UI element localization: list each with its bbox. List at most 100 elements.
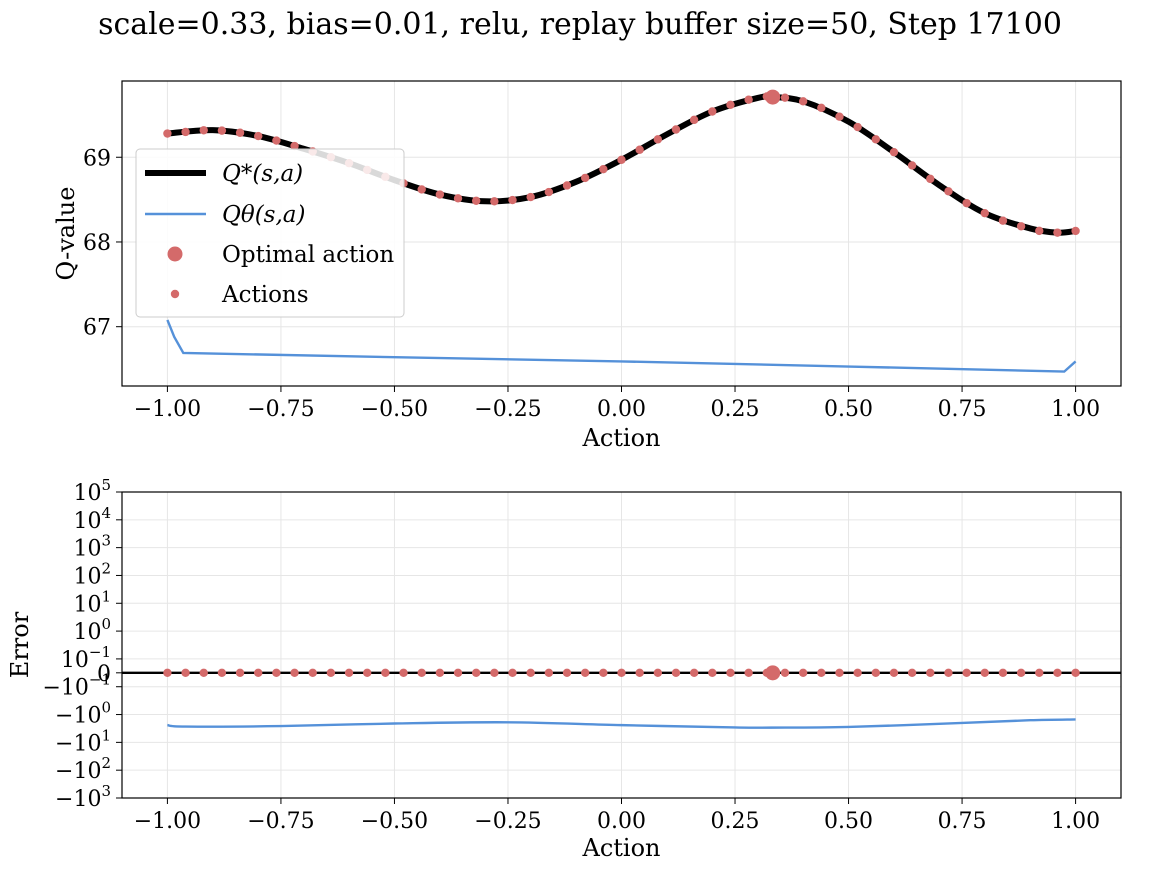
action-dot (599, 164, 608, 174)
y-axis-label: Error (6, 611, 34, 678)
action-dot (817, 668, 826, 678)
y-tick-label: 10−1 (61, 643, 111, 673)
action-dot (835, 112, 844, 121)
action-dot (272, 668, 281, 678)
action-dot (217, 668, 227, 678)
action-dot (471, 196, 481, 205)
action-dot (562, 181, 572, 190)
action-dot (835, 668, 844, 678)
action-dot (235, 128, 245, 137)
action-dot (726, 100, 735, 109)
action-dot (962, 198, 971, 208)
action-dot (744, 95, 753, 104)
action-dot (490, 197, 499, 206)
action-dot (871, 668, 880, 678)
x-tick-label: −0.75 (247, 397, 314, 422)
action-dot (780, 668, 790, 678)
action-dot (290, 668, 299, 678)
action-dot (726, 668, 735, 678)
x-tick-label: 1.00 (1051, 397, 1100, 422)
action-dot (435, 668, 445, 678)
action-dot (1035, 226, 1044, 236)
optimal-action-dot (765, 665, 781, 681)
action-dot (653, 135, 663, 144)
x-tick-label: −0.50 (361, 397, 428, 422)
action-dot (417, 185, 426, 194)
action-dot (272, 136, 281, 145)
action-dot (308, 668, 317, 678)
action-dot (907, 161, 917, 170)
action-dot (998, 668, 1008, 678)
x-tick-label: −0.25 (474, 397, 541, 422)
action-dot (1053, 668, 1062, 678)
action-dot (944, 187, 953, 196)
action-dot (163, 129, 172, 138)
x-tick-label: 0.00 (597, 397, 646, 422)
action-dot (617, 668, 626, 678)
legend: Q*(s,a) Qθ(s,a) Optimal action Actions (135, 148, 405, 318)
error-line (167, 718, 1076, 729)
y-tick-label: −103 (55, 782, 111, 812)
error-panel: −1.00 −0.75 −0.50 −0.25 0.00 0.25 0.50 0.75 1.00… (6, 476, 1122, 862)
action-dot (417, 668, 426, 678)
action-dot (798, 668, 808, 678)
action-dot (708, 668, 717, 678)
action-dot (1035, 668, 1044, 678)
figure-title: scale=0.33, bias=0.01, relu, replay buff… (98, 7, 1062, 42)
action-dot (980, 208, 989, 218)
action-dot (926, 668, 935, 678)
action-dot (580, 668, 590, 678)
x-tick-label: 0.75 (938, 809, 987, 834)
y-tick-label: −10−1 (42, 671, 111, 701)
action-dot (199, 126, 208, 135)
action-dot (998, 216, 1008, 225)
x-tick-label: 1.00 (1051, 809, 1100, 834)
legend-label: Actions (221, 282, 309, 308)
action-dot (617, 155, 626, 164)
legend-label: Qθ(s,a) (222, 202, 305, 228)
x-tick-label: 0.50 (824, 397, 873, 422)
action-dot (708, 107, 717, 116)
action-dot (453, 194, 463, 203)
y-tick-label: −102 (55, 754, 111, 784)
legend-label: Q*(s,a) (222, 161, 303, 187)
action-dot (181, 668, 190, 678)
y-tick-label: 103 (73, 532, 111, 562)
action-dot (326, 668, 336, 678)
action-dot (1016, 222, 1026, 231)
action-dot (163, 668, 172, 678)
action-dot (744, 668, 753, 678)
action-dot (363, 668, 372, 678)
action-dot (1053, 228, 1062, 237)
action-dot (199, 668, 208, 678)
action-dot (399, 668, 408, 678)
action-dot (635, 668, 644, 678)
q-value-panel: −1.00 −0.75 −0.50 −0.25 0.00 0.25 0.50 0.75 1.00… (52, 80, 1122, 452)
y-axis-label: Q-value (52, 187, 80, 281)
y-tick-label: 100 (73, 615, 111, 645)
action-dot (490, 668, 499, 678)
action-dot (1071, 668, 1080, 678)
action-dot (780, 93, 790, 102)
action-dot (290, 141, 299, 151)
action-dot (1071, 226, 1080, 236)
action-dot (181, 127, 190, 137)
action-dot (889, 668, 899, 678)
action-dot (689, 668, 699, 678)
action-dot (889, 147, 899, 157)
action-dot (907, 668, 917, 678)
x-tick-label: −0.50 (361, 809, 428, 834)
x-tick-label: 0.75 (938, 397, 987, 422)
x-tick-label: 0.25 (711, 809, 760, 834)
y-tick-label: −100 (55, 699, 111, 729)
action-dot (435, 190, 445, 199)
legend-label: Optimal action (222, 242, 394, 268)
action-dot (580, 173, 590, 183)
action-dot (217, 126, 227, 135)
action-dot (798, 97, 808, 106)
y-tick-label: 67 (83, 316, 111, 341)
x-axis-label: Action (582, 834, 661, 862)
x-tick-label: −1.00 (134, 397, 201, 422)
action-dot (1016, 668, 1026, 678)
y-tick-label: 69 (83, 146, 111, 171)
